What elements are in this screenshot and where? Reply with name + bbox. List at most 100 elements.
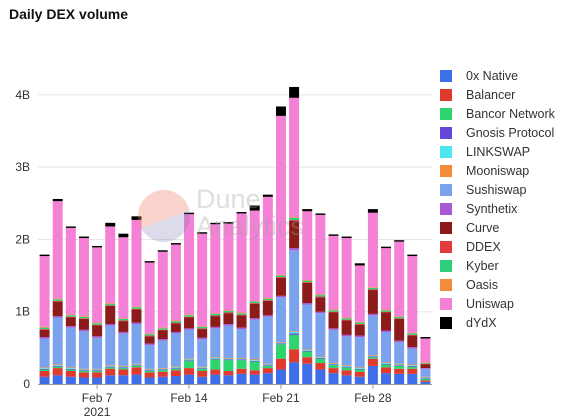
bar-segment xyxy=(118,321,129,332)
bar-segment xyxy=(289,220,300,249)
bar-segment xyxy=(236,329,247,358)
bar-segment xyxy=(92,324,103,326)
bar-segment xyxy=(210,224,221,314)
legend-swatch xyxy=(440,183,452,196)
bar-segment xyxy=(328,363,339,364)
bar-segment xyxy=(394,318,405,341)
bar-segment xyxy=(381,364,392,368)
bar-segment xyxy=(275,115,286,275)
bar-segment xyxy=(236,314,247,316)
bar-segment xyxy=(92,377,103,384)
bar-segment xyxy=(275,274,286,276)
bar-segment xyxy=(367,365,378,384)
bar-stack xyxy=(262,194,273,384)
bar-segment xyxy=(184,359,195,361)
bar-segment xyxy=(354,322,365,325)
bar-segment xyxy=(341,375,352,384)
bar-segment xyxy=(105,325,116,366)
legend-item[interactable]: Uniswap xyxy=(440,294,555,313)
bar-segment xyxy=(157,327,168,329)
bar-segment xyxy=(210,313,221,316)
bar-segment xyxy=(381,331,392,363)
bar-segment xyxy=(210,316,221,327)
bar-segment xyxy=(39,337,50,339)
legend-item[interactable]: LINKSWAP xyxy=(440,142,555,161)
legend-swatch xyxy=(440,316,452,329)
legend-item[interactable]: Bancor Network xyxy=(440,104,555,123)
bar-segment xyxy=(249,360,260,361)
bar-segment xyxy=(302,349,313,351)
bar-segment xyxy=(420,363,431,364)
legend-label: Sushiswap xyxy=(466,182,527,197)
bar-segment xyxy=(289,219,300,221)
bar-segment xyxy=(184,212,195,215)
bar-segment xyxy=(407,254,418,257)
bar-segment xyxy=(315,357,326,358)
bar-segment xyxy=(407,335,418,348)
bar-segment xyxy=(394,241,405,317)
bar-segment xyxy=(407,365,418,367)
bar-segment xyxy=(249,318,260,320)
bar-segment xyxy=(249,301,260,304)
bar-segment xyxy=(275,342,286,344)
bar-segment xyxy=(105,222,116,227)
bar-segment xyxy=(275,358,286,370)
bar-stack xyxy=(367,209,378,384)
bar-segment xyxy=(52,365,63,366)
bar-segment xyxy=(354,368,365,369)
bar-segment xyxy=(289,331,300,334)
bar-segment xyxy=(144,370,155,371)
bar-segment xyxy=(381,248,392,310)
bar-segment xyxy=(354,263,365,266)
bar-segment xyxy=(236,373,247,384)
legend-swatch xyxy=(440,240,452,253)
bar-segment xyxy=(236,368,247,374)
legend-item[interactable]: 0x Native xyxy=(440,66,555,85)
y-tick-label: 3B xyxy=(15,160,30,174)
bar-segment xyxy=(92,337,103,369)
bar-segment xyxy=(249,360,260,362)
legend-item[interactable]: Synthetix xyxy=(440,199,555,218)
bar-segment xyxy=(354,376,365,384)
bar-segment xyxy=(275,277,286,296)
legend-item[interactable]: Balancer xyxy=(440,85,555,104)
bar-segment xyxy=(420,381,431,384)
bar-segment xyxy=(262,373,273,384)
bar-segment xyxy=(170,331,181,334)
bar-segment xyxy=(367,355,378,357)
bar-segment xyxy=(65,367,76,369)
bar-segment xyxy=(275,344,286,359)
legend-item[interactable]: Sushiswap xyxy=(440,180,555,199)
bar-segment xyxy=(131,309,142,323)
bar-segment xyxy=(381,246,392,249)
legend-item[interactable]: DDEX xyxy=(440,237,555,256)
legend-item[interactable]: Kyber xyxy=(440,256,555,275)
legend-item[interactable]: Mooniswap xyxy=(440,161,555,180)
bar-segment xyxy=(315,356,326,358)
bar-segment xyxy=(407,348,418,365)
bar-segment xyxy=(131,367,142,375)
bar-segment xyxy=(157,329,168,331)
bar-segment xyxy=(420,368,431,369)
bar-segment xyxy=(52,368,63,376)
y-axis: 0 1B 2B 3B 4B xyxy=(15,88,30,391)
bar-segment xyxy=(92,322,103,324)
bar-segment xyxy=(394,240,405,242)
legend-item[interactable]: dYdX xyxy=(440,313,555,332)
bar-segment xyxy=(78,316,89,319)
legend-item[interactable]: Oasis xyxy=(440,275,555,294)
legend-item[interactable]: Curve xyxy=(440,218,555,237)
bar-segment xyxy=(131,308,142,310)
bar-segment xyxy=(236,315,247,328)
bar-segment xyxy=(118,369,129,376)
legend-swatch xyxy=(440,259,452,272)
bar-segment xyxy=(39,254,50,257)
bar-segment xyxy=(105,305,116,306)
bar-segment xyxy=(315,297,326,312)
bar-segment xyxy=(249,361,260,371)
bar-segment xyxy=(184,360,195,369)
bar-segment xyxy=(341,365,352,367)
legend-item[interactable]: Gnosis Protocol xyxy=(440,123,555,142)
bar-segment xyxy=(275,297,286,343)
bar-segment xyxy=(328,373,339,384)
